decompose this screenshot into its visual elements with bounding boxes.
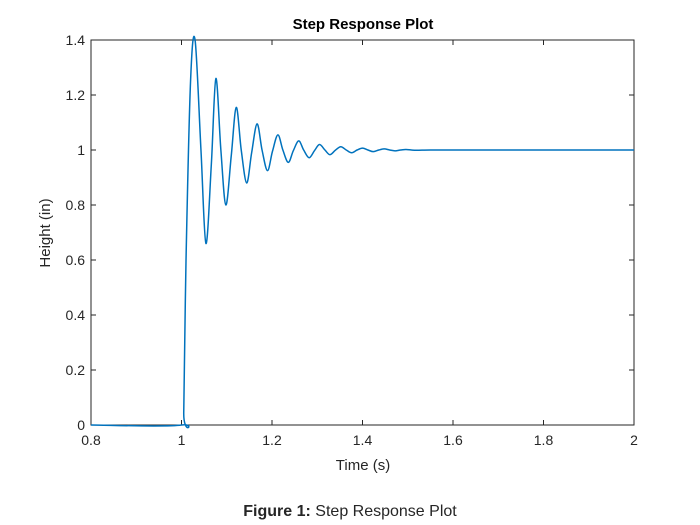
x-tick-label: 1.8: [534, 432, 554, 448]
step-response-chart: Step Response Plot 0.8 1 1.2 1.4 1.6 1.8 2 00.…: [37, 16, 638, 474]
series-line: [90, 35, 634, 429]
plot-area-frame: [90, 39, 635, 426]
chart-title: Step Response Plot: [293, 16, 434, 33]
x-tick-label: 1.2: [262, 432, 282, 448]
series-layer: [90, 35, 634, 429]
x-tick-label: 2: [630, 432, 638, 448]
y-tick-label: 0.4: [66, 307, 86, 323]
figure-caption-text: Step Response Plot: [315, 503, 457, 520]
y-tick-label: 0.6: [66, 252, 86, 268]
figure-caption-label: Figure 1:: [243, 503, 311, 520]
y-tick-label: 0: [77, 417, 85, 433]
y-tick-label: 0.8: [66, 197, 86, 213]
y-tick-label: 1: [77, 142, 85, 158]
y-axis-ticks: 0 0.2 0.4 0.6 0.8 1 1.2 1.4: [66, 32, 634, 433]
x-tick-label: 1.6: [443, 432, 463, 448]
y-tick-label: 1.4: [66, 32, 86, 48]
x-axis-ticks: 0.8 1 1.2 1.4 1.6 1.8 2: [81, 40, 638, 448]
x-axis-label: Time (s): [336, 457, 390, 474]
x-tick-label: 1: [178, 432, 186, 448]
x-tick-label: 1.4: [353, 432, 373, 448]
x-tick-label: 0.8: [81, 432, 101, 448]
figure-caption: Figure 1: Step Response Plot: [0, 503, 700, 521]
y-tick-label: 1.2: [66, 87, 86, 103]
y-tick-label: 0.2: [66, 362, 86, 378]
y-axis-label: Height (in): [37, 198, 54, 267]
